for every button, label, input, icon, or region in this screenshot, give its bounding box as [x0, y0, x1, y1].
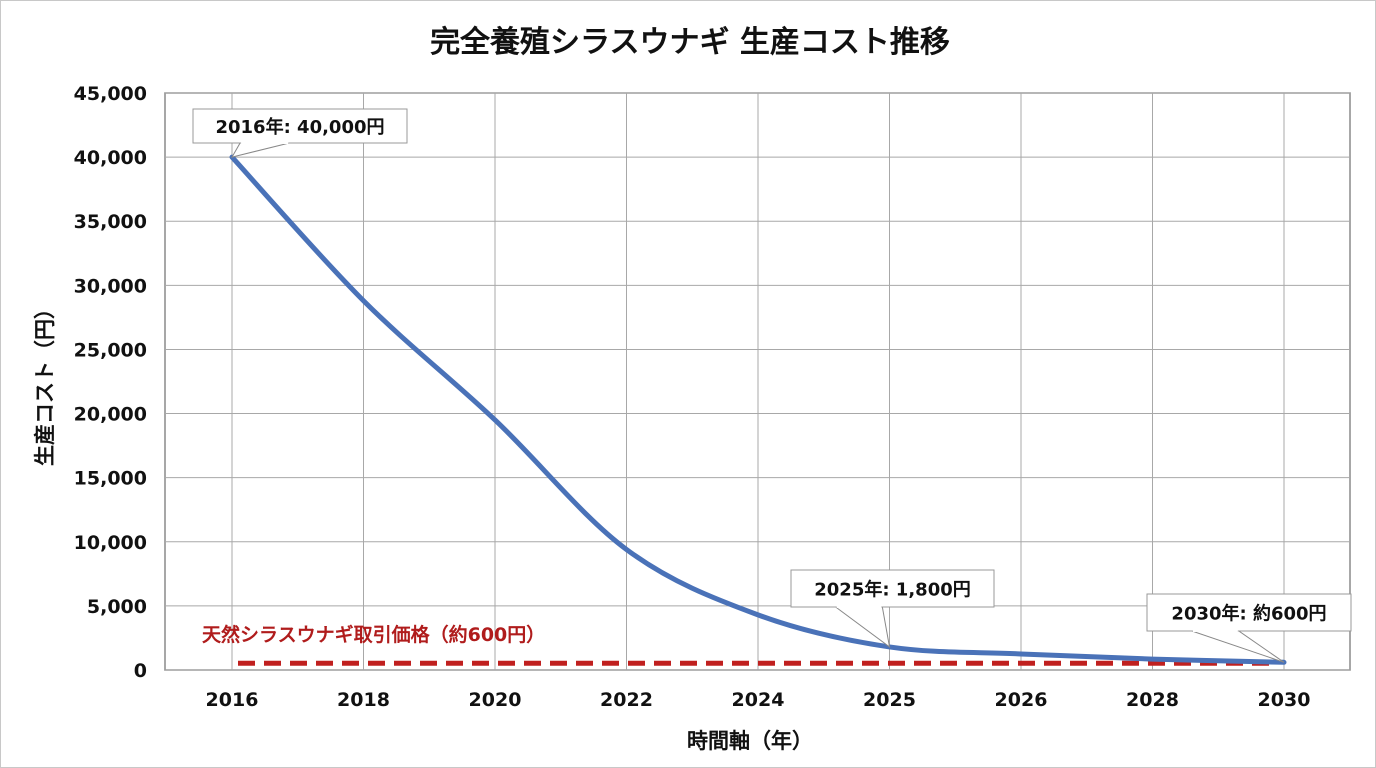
callout-pointer — [230, 142, 290, 158]
x-tick-label: 2026 — [995, 689, 1048, 711]
annotations: 2016年: 40,000円 2025年: 1,800円 2030年: 約600円 — [192, 108, 1352, 663]
y-tick-label: 45,000 — [74, 83, 147, 105]
callout-label: 2030年: 約600円 — [1171, 603, 1326, 625]
y-tick-label: 0 — [134, 660, 147, 682]
x-tick-label: 2028 — [1126, 689, 1179, 711]
x-tick-label: 2022 — [600, 689, 653, 711]
grid — [164, 92, 1351, 671]
data-callout: 2016年: 40,000円 — [192, 108, 408, 158]
x-axis-label: 時間軸（年） — [687, 729, 813, 753]
y-tick-label: 10,000 — [74, 532, 147, 554]
chart-title: 完全養殖シラスウナギ 生産コスト推移 — [430, 25, 950, 60]
reference-line-label: 天然シラスウナギ取引価格（約600円） — [202, 623, 545, 646]
y-tick-label: 25,000 — [74, 339, 147, 361]
y-tick-label: 35,000 — [74, 211, 147, 233]
callout-pointer — [1191, 630, 1285, 663]
callout-box — [790, 569, 995, 608]
x-tick-label: 2020 — [469, 689, 522, 711]
y-axis-label: 生産コスト（円） — [33, 298, 57, 466]
x-tick-label: 2025 — [863, 689, 916, 711]
callout-box — [192, 108, 408, 144]
series-line — [229, 154, 1287, 665]
x-tick-label: 2018 — [337, 689, 390, 711]
callout-label: 2025年: 1,800円 — [814, 579, 971, 601]
y-tick-label: 40,000 — [74, 147, 147, 169]
callout-box — [1146, 593, 1352, 632]
y-tick-label: 20,000 — [74, 404, 147, 426]
x-axis-ticks: 2016 2018 2020 2022 2024 2025 2026 2028 2030 — [206, 689, 1311, 711]
x-tick-label: 2016 — [206, 689, 259, 711]
x-tick-label: 2024 — [732, 689, 785, 711]
y-tick-label: 15,000 — [74, 468, 147, 490]
data-callout: 2025年: 1,800円 — [790, 569, 995, 649]
y-tick-label: 5,000 — [87, 596, 147, 618]
y-tick-label: 30,000 — [74, 275, 147, 297]
x-tick-label: 2030 — [1258, 689, 1311, 711]
callout-label: 2016年: 40,000円 — [215, 116, 384, 138]
y-axis-ticks: 0 5,000 10,000 15,000 20,000 25,000 30,000 35,0… — [74, 83, 147, 682]
data-callout: 2030年: 約600円 — [1146, 593, 1352, 663]
